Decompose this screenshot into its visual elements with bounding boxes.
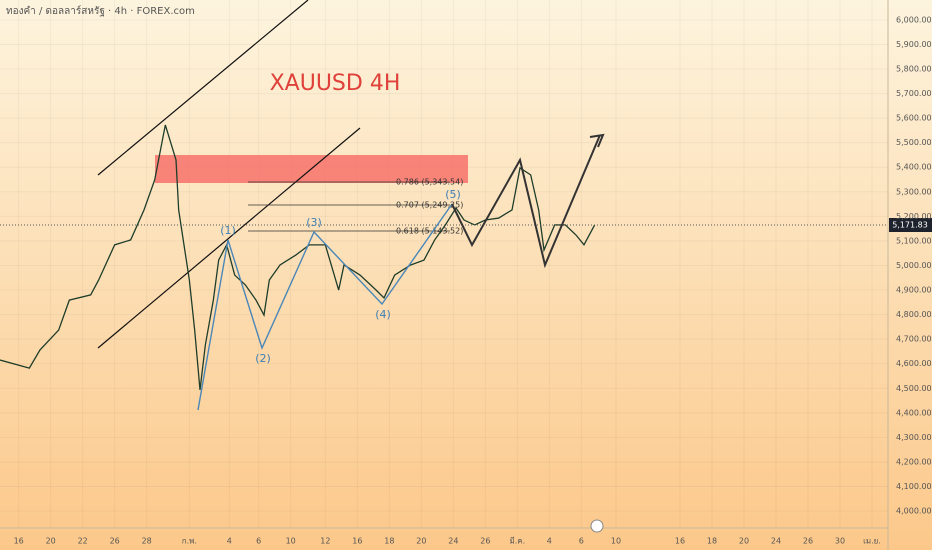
y-tick-label: 4,600.00 [896, 359, 932, 368]
y-tick-label: 4,300.00 [896, 433, 932, 442]
last-price-label: 5,171.83 [892, 221, 928, 230]
wave-label: (3) [306, 216, 322, 229]
x-tick-label: 18 [384, 537, 394, 546]
y-tick-label: 6,000.00 [896, 15, 932, 24]
y-tick-label: 4,500.00 [896, 384, 932, 393]
fib-label: 0.618 (5,143.52) [396, 227, 463, 236]
fib-label: 0.786 (5,343.54) [396, 178, 463, 187]
y-tick-label: 5,200.00 [896, 212, 932, 221]
x-tick-label: 26 [480, 537, 490, 546]
chart-title: XAUUSD 4H [270, 71, 401, 96]
x-tick-label: 20 [416, 537, 426, 546]
x-tick-label: 22 [78, 537, 88, 546]
x-tick-label: มี.ค. [509, 537, 525, 546]
y-tick-label: 4,800.00 [896, 310, 932, 319]
x-tick-label: 4 [547, 537, 552, 546]
x-tick-label: 10 [611, 537, 621, 546]
x-tick-label: 4 [227, 537, 232, 546]
y-tick-label: 5,900.00 [896, 40, 932, 49]
y-tick-label: 4,900.00 [896, 286, 932, 295]
trend-line [97, 0, 309, 176]
x-tick-label: 10 [286, 537, 296, 546]
y-tick-label: 4,200.00 [896, 457, 932, 466]
x-tick-label: 12 [320, 537, 330, 546]
wave-label: (2) [255, 352, 271, 365]
fib-label: 0.707 (5,249.25) [396, 201, 463, 210]
symbol-header: ทองคำ / ดอลลาร์สหรัฐ · 4h · FOREX.com [6, 5, 195, 17]
x-tick-label: 30 [835, 537, 845, 546]
x-tick-label: 16 [675, 537, 685, 546]
x-tick-label: 16 [14, 537, 24, 546]
events-button[interactable] [590, 519, 604, 533]
x-tick-label: 6 [256, 537, 261, 546]
fib-lines [248, 181, 450, 232]
wave-path [197, 203, 453, 411]
y-tick-label: 4,700.00 [896, 335, 932, 344]
y-tick-label: 5,500.00 [896, 138, 932, 147]
trend-line [97, 127, 361, 349]
y-tick-label: 5,000.00 [896, 261, 932, 270]
last-price-box [889, 218, 932, 232]
y-tick-label: 5,300.00 [896, 187, 932, 196]
x-tick-label: 6 [579, 537, 584, 546]
projection-arrow [589, 133, 605, 148]
x-tick-label: 20 [46, 537, 56, 546]
y-tick-label: 5,800.00 [896, 65, 932, 74]
y-tick-label: 5,700.00 [896, 89, 932, 98]
y-tick-label: 5,600.00 [896, 114, 932, 123]
projection-path [451, 134, 601, 269]
y-tick-label: 4,400.00 [896, 408, 932, 417]
x-tick-label: 28 [142, 537, 152, 546]
x-tick-label: เม.ย. [863, 537, 881, 546]
x-tick-label: 24 [448, 537, 458, 546]
x-tick-label: 16 [352, 537, 362, 546]
y-tick-label: 5,400.00 [896, 163, 932, 172]
x-tick-label: 20 [739, 537, 749, 546]
x-tick-label: 18 [707, 537, 717, 546]
x-tick-label: 26 [803, 537, 813, 546]
y-tick-label: 5,100.00 [896, 236, 932, 245]
wave-label: (1) [220, 224, 236, 237]
y-tick-label: 4,000.00 [896, 507, 932, 516]
wave-label: (4) [375, 308, 391, 321]
y-tick-label: 4,100.00 [896, 482, 932, 491]
x-tick-label: 24 [771, 537, 781, 546]
wave-label: (5) [445, 188, 461, 201]
x-tick-label: 26 [110, 537, 120, 546]
x-tick-label: ก.พ. [182, 537, 197, 546]
price-line [0, 124, 596, 391]
